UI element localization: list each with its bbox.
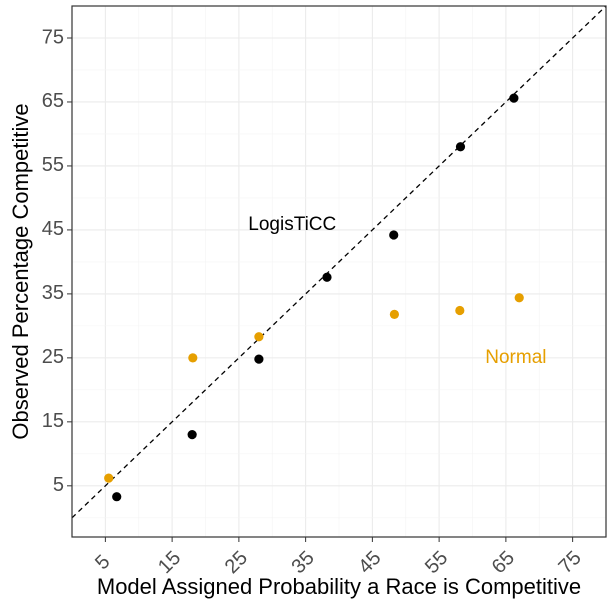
y-tick-label: 55 bbox=[42, 154, 64, 176]
y-tick-label: 35 bbox=[42, 282, 64, 304]
annotation-label-1: Normal bbox=[485, 347, 546, 368]
data-point-series-1-1 bbox=[188, 353, 198, 363]
x-axis-title: Model Assigned Probability a Race is Com… bbox=[97, 574, 581, 599]
annotations: LogisTiCC Normal bbox=[248, 214, 546, 368]
y-tick-label: 45 bbox=[42, 218, 64, 240]
x-axis-ticks: 5 15 25 35 45 55 65 75 bbox=[91, 537, 586, 578]
data-point-series-0-6 bbox=[509, 93, 519, 103]
data-point-series-0-4 bbox=[389, 230, 399, 240]
y-tick-label: 75 bbox=[42, 26, 64, 48]
grid bbox=[71, 5, 607, 537]
data-points bbox=[104, 93, 524, 502]
data-point-series-0-0 bbox=[112, 492, 122, 502]
data-point-series-1-2 bbox=[254, 332, 264, 342]
y-tick-label: 15 bbox=[42, 410, 64, 432]
x-tick-label: 5 bbox=[91, 551, 114, 574]
data-point-series-1-3 bbox=[389, 309, 400, 319]
y-tick-label: 25 bbox=[42, 346, 64, 368]
data-point-series-0-2 bbox=[254, 354, 264, 364]
reference-line bbox=[71, 5, 607, 519]
y-tick-label: 65 bbox=[42, 90, 64, 112]
annotation-label-0: LogisTiCC bbox=[248, 214, 336, 235]
data-point-series-1-4 bbox=[455, 305, 465, 316]
data-point-series-0-3 bbox=[322, 272, 332, 282]
data-point-series-1-5 bbox=[514, 293, 524, 303]
data-point-series-0-1 bbox=[187, 430, 197, 440]
y-axis-title: Observed Percentage Competitive bbox=[8, 103, 33, 439]
y-axis-ticks: 5 15 25 35 45 55 65 75 bbox=[42, 26, 72, 496]
data-point-series-1-0 bbox=[104, 473, 114, 483]
data-point-series-0-5 bbox=[455, 142, 466, 152]
y-tick-label: 5 bbox=[53, 474, 64, 496]
panel-border bbox=[71, 5, 607, 538]
